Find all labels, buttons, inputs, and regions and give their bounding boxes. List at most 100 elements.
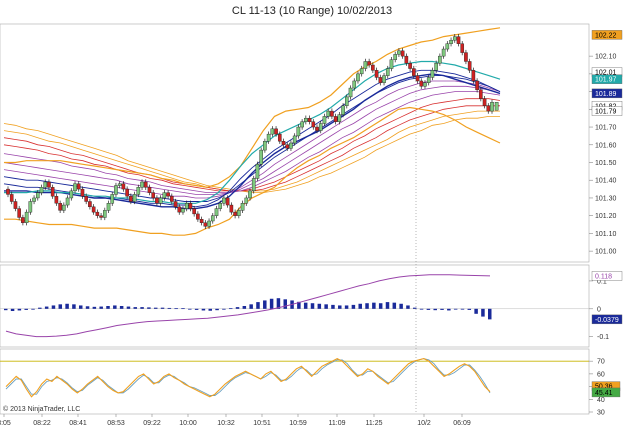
candle-body — [490, 102, 494, 112]
candle-body — [196, 213, 200, 220]
histogram-bar — [474, 308, 478, 314]
candle-body — [140, 181, 144, 188]
x-tick-label: 09:22 — [143, 420, 161, 427]
x-tick-label: 10:51 — [253, 420, 271, 427]
stoch-green-line — [5, 358, 491, 396]
candle-body — [222, 197, 226, 204]
candle-body — [348, 87, 353, 98]
price-y-tick-label: 101.30 — [595, 195, 617, 202]
price-label-text: 102.22 — [595, 32, 617, 39]
histogram-bar — [38, 307, 42, 309]
candle-body — [285, 144, 290, 149]
candle-body — [121, 183, 126, 190]
histogram-bar — [99, 306, 103, 309]
osc-label-text: -0.0379 — [595, 317, 619, 324]
price-y-tick-label: 101.50 — [595, 160, 617, 167]
histogram-bar — [215, 308, 219, 311]
candle-body — [408, 63, 412, 69]
stoch-y-tick-label: 60 — [597, 371, 605, 378]
histogram-bar — [433, 308, 437, 311]
oscillator-signal-line — [5, 274, 491, 338]
candle-body — [50, 187, 55, 197]
candle-body — [371, 64, 375, 71]
candle-body — [479, 89, 483, 99]
candle-body — [110, 194, 115, 204]
candle-body — [181, 208, 185, 213]
histogram-bar — [460, 308, 465, 310]
candle-body — [80, 188, 85, 197]
histogram-bar — [51, 305, 56, 309]
candle-body — [17, 208, 21, 218]
candle-body — [210, 215, 215, 222]
price-label-text: 101.97 — [595, 77, 617, 84]
histogram-bar — [181, 308, 185, 310]
histogram-bar — [92, 306, 97, 309]
histogram-bar — [358, 303, 362, 309]
candle-body — [32, 197, 36, 202]
ma-orange-line-1 — [3, 116, 500, 194]
candle-body — [367, 61, 371, 66]
candle-body — [266, 133, 271, 142]
candle-body — [62, 204, 66, 211]
osc-y-tick-label: 0 — [597, 306, 601, 313]
candle-body — [9, 194, 14, 202]
histogram-bar — [310, 303, 315, 309]
stoch-y-tick-label: 70 — [597, 359, 605, 366]
histogram-bar — [44, 306, 49, 309]
candle-body — [73, 183, 77, 192]
candle-body — [311, 121, 316, 128]
histogram-bar — [269, 298, 274, 309]
candle-body — [207, 220, 211, 227]
x-tick-label: 10:32 — [217, 420, 235, 427]
histogram-bar — [481, 308, 485, 317]
candle-body — [88, 201, 92, 208]
x-tick-label: 08:22 — [33, 420, 51, 427]
histogram-bar — [365, 303, 369, 309]
candle-body — [467, 61, 472, 71]
price-y-tick-label: 101.00 — [595, 249, 617, 256]
axis-layer: 102.10102.00101.90101.80101.70101.60101.… — [0, 30, 623, 427]
candle-body — [47, 181, 51, 188]
candle-body — [155, 197, 159, 204]
histogram-bar — [78, 305, 83, 309]
histogram-bar — [4, 308, 8, 311]
histogram-bar — [17, 308, 22, 311]
histogram-bar — [160, 307, 165, 309]
teal-average-line — [4, 60, 501, 204]
x-tick-label: 06:09 — [453, 420, 471, 427]
candle-body — [292, 135, 297, 144]
x-tick-label: 11:09 — [329, 420, 346, 427]
candle-body — [315, 126, 319, 131]
histogram-bar — [65, 303, 69, 309]
candle-body — [430, 70, 435, 78]
osc-y-tick-label: -0.1 — [597, 334, 609, 341]
oscillator-panel-frame — [0, 264, 590, 348]
candle-body — [486, 105, 491, 112]
candle-body — [307, 117, 312, 122]
bollinger-lower-line — [4, 106, 501, 236]
candle-body — [475, 80, 479, 91]
histogram-bar — [119, 306, 124, 309]
histogram-bar — [256, 302, 260, 309]
histogram-bar — [106, 306, 110, 309]
candle-body — [43, 181, 48, 188]
candle-body — [441, 48, 446, 57]
candle-body — [259, 149, 263, 165]
candle-body — [69, 190, 74, 199]
candle-body — [456, 36, 461, 44]
candle-body — [28, 201, 33, 213]
candle-body — [218, 203, 223, 209]
histogram-bar — [235, 307, 240, 309]
candle-body — [203, 222, 208, 227]
histogram-bar — [113, 305, 117, 309]
candle-body — [419, 80, 424, 87]
candle-body — [166, 192, 170, 197]
candle-body — [199, 219, 204, 223]
histogram-bar — [126, 306, 131, 309]
x-tick-label: 8:05 — [0, 420, 11, 427]
histogram-bar — [440, 308, 444, 310]
candle-body — [281, 141, 286, 145]
candle-last-body — [494, 102, 499, 111]
histogram-bar — [24, 308, 28, 310]
